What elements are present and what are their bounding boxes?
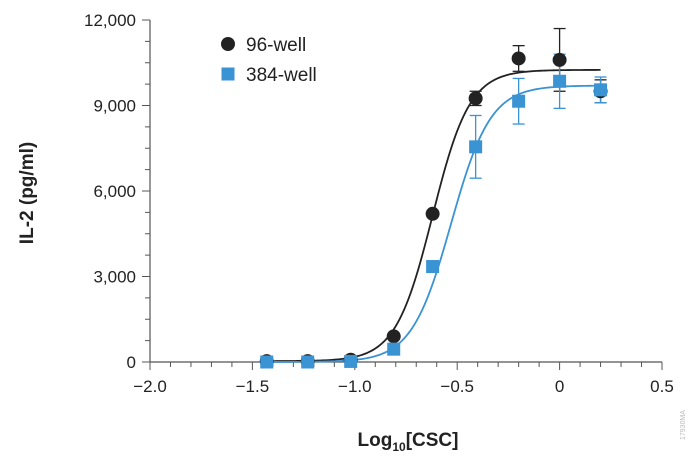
error-bars bbox=[470, 29, 607, 179]
x-tick-label: −1.0 bbox=[338, 377, 372, 396]
point-384-well bbox=[512, 95, 525, 108]
point-96-well bbox=[469, 91, 483, 105]
point-96-well bbox=[553, 53, 567, 67]
y-tick-label: 6,000 bbox=[93, 182, 136, 201]
axes: 0 3,000 6,000 9,000 12,000 −2.0 −1.5 −1.0 −0.5 0 0… bbox=[84, 11, 674, 396]
point-384-well bbox=[426, 260, 439, 273]
point-384-well bbox=[387, 343, 400, 356]
point-384-well bbox=[469, 140, 482, 153]
point-96-well bbox=[512, 51, 526, 65]
x-tick-label: −1.5 bbox=[236, 377, 270, 396]
legend: 96-well 384-well bbox=[221, 35, 317, 86]
point-96-well bbox=[426, 207, 440, 221]
y-tick-label: 9,000 bbox=[93, 97, 136, 116]
x-axis-title: Log10[CSC] bbox=[358, 430, 459, 454]
y-tick-label: 0 bbox=[127, 353, 136, 372]
x-axis-title-subscript: 10 bbox=[392, 440, 406, 454]
data-points bbox=[260, 51, 608, 368]
legend-marker-384-well bbox=[222, 68, 235, 81]
point-384-well bbox=[344, 355, 357, 368]
legend-marker-96-well bbox=[221, 37, 235, 51]
point-384-well bbox=[553, 75, 566, 88]
legend-label-384-well: 384-well bbox=[246, 65, 317, 86]
x-tick-label: 0 bbox=[555, 377, 564, 396]
x-tick-label: −2.0 bbox=[133, 377, 167, 396]
figure-id-watermark: 17930MA bbox=[680, 410, 687, 440]
fit-curve-384-well bbox=[263, 86, 601, 362]
point-96-well bbox=[387, 329, 401, 343]
y-tick-label: 12,000 bbox=[84, 11, 136, 30]
x-tick-label: 0.5 bbox=[650, 377, 674, 396]
point-384-well bbox=[260, 356, 273, 369]
point-384-well bbox=[594, 83, 607, 96]
legend-label-96-well: 96-well bbox=[246, 35, 306, 56]
point-384-well bbox=[301, 356, 314, 369]
y-tick-label: 3,000 bbox=[93, 268, 136, 287]
x-tick-label: −0.5 bbox=[440, 377, 474, 396]
y-axis-title: IL-2 (pg/ml) bbox=[17, 142, 38, 244]
x-axis-title-tail: [CSC] bbox=[406, 430, 459, 451]
x-axis-title-main: Log bbox=[358, 430, 393, 451]
